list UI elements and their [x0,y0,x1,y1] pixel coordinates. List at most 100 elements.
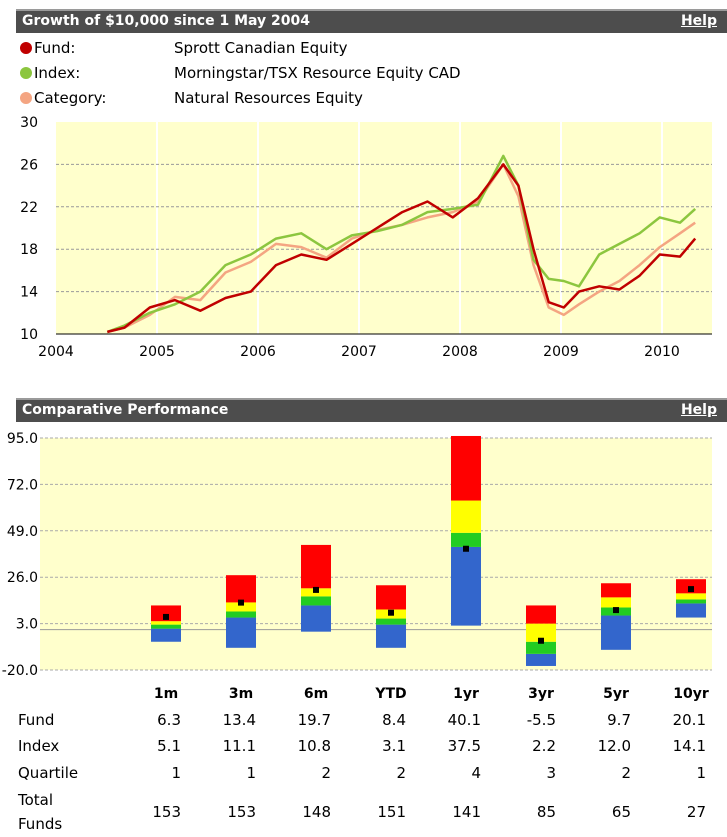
category-label-1yr: 1yr [453,686,479,702]
y-tick-label: 26.0 [7,570,38,586]
growth-help-link[interactable]: Help [680,13,717,29]
legend-dot-icon [20,67,32,79]
quartile-band-1yr-1 [451,546,481,626]
quartile-band-6m-4 [301,544,331,589]
y-tick-label: 95.0 [7,431,38,447]
x-tick-label: 2007 [341,344,377,360]
quartile-band-10yr-1 [676,603,706,618]
category-label-3yr: 3yr [528,686,554,702]
legend-value: Sprott Canadian Equity [174,39,348,57]
table-cell-total: 148 [302,803,331,821]
perf-panel-title: Comparative Performance [22,402,229,418]
row-label-index: Index [18,737,60,755]
table-cell-total: 151 [377,803,406,821]
series-line-category [106,163,696,334]
growth-panel-header: Growth of $10,000 since 1 May 2004 Help [16,9,727,33]
table-cell-quartile: 1 [696,764,706,782]
fund-marker-6m [313,586,319,593]
x-tick-label: 2008 [442,344,478,360]
table-cell-quartile: 4 [471,764,481,782]
y-tick-label: 3.0 [16,617,38,633]
legend-label: Category: [34,89,107,107]
y-tick-label: 14 [20,285,38,301]
perf-panel-header: Comparative Performance Help [16,398,727,422]
table-cell-fund: 9.7 [607,711,631,729]
category-label-1m: 1m [154,686,178,702]
table-cell-index: 14.1 [672,737,706,755]
quartile-band-1m-4 [151,605,181,622]
table-cell-fund: 40.1 [447,711,481,729]
table-cell-index: 10.8 [297,737,331,755]
fund-marker-3m [238,599,244,606]
quartile-band-5yr-1 [601,615,631,650]
series-line-fund [106,163,697,334]
quartile-band-1yr-4 [451,435,481,501]
fund-marker-5yr [613,607,619,614]
quartile-band-1m-1 [151,628,181,642]
quartile-band-10yr-3 [676,593,706,600]
table-cell-quartile: 2 [321,764,331,782]
table-cell-index: 3.1 [382,737,406,755]
quartile-band-ytd-4 [376,585,406,610]
table-cell-total: 85 [536,803,556,821]
growth-panel-title: Growth of $10,000 since 1 May 2004 [22,13,310,29]
quartile-band-10yr-2 [676,599,706,604]
quartile-band-3m-2 [226,611,256,618]
y-tick-label: 18 [20,242,38,258]
legend-value: Natural Resources Equity [174,89,363,107]
quartile-band-3m-3 [226,602,256,612]
table-cell-quartile: 1 [246,764,256,782]
quartile-band-3m-1 [226,617,256,648]
fund-marker-10yr [688,586,694,593]
quartile-band-1yr-3 [451,500,481,533]
category-label-5yr: 5yr [603,686,629,702]
table-cell-index: 12.0 [597,737,631,755]
y-tick-label: -20.0 [2,663,38,679]
y-tick-label: 30 [20,115,38,131]
y-tick-label: 49.0 [7,524,38,540]
table-cell-index: 2.2 [532,737,556,755]
row-label-quartile: Quartile [18,764,79,782]
perf-help-link[interactable]: Help [680,402,717,418]
quartile-band-5yr-3 [601,597,631,608]
table-cell-quartile: 2 [621,764,631,782]
category-label-3m: 3m [229,686,253,702]
legend-label: Fund: [34,39,76,57]
x-tick-label: 2010 [644,344,680,360]
table-cell-quartile: 3 [546,764,556,782]
table-cell-fund: 6.3 [157,711,181,729]
growth-chart: 10 14 18 22 26 30 2004 2005 2006 2007 2008 2009 2010 [20,115,712,360]
quartile-band-3yr-2 [526,641,556,654]
quartile-band-3yr-1 [526,653,556,666]
row-label-funds: Funds [18,815,63,833]
quartile-band-3yr-4 [526,605,556,624]
legend-dot-icon [20,92,32,104]
quartile-band-ytd-1 [376,624,406,648]
fund-marker-ytd [388,609,394,616]
fund-marker-1yr [463,545,469,552]
quartile-band-1yr-2 [451,532,481,547]
table-cell-total: 141 [452,803,481,821]
table-cell-fund: 8.4 [382,711,406,729]
performance-chart: -20.0 3.0 26.0 49.0 72.0 95.0 1m 3m 6m YTD 1yr 3yr 5… [2,431,712,702]
table-cell-fund: 20.1 [672,711,706,729]
x-tick-label: 2006 [240,344,276,360]
quartile-band-6m-2 [301,596,331,606]
table-cell-index: 37.5 [447,737,481,755]
quartile-band-ytd-2 [376,618,406,625]
table-cell-total: 153 [227,803,256,821]
table-cell-fund: 19.7 [297,711,331,729]
fund-marker-3yr [538,637,544,644]
y-tick-label: 72.0 [7,477,38,493]
table-cell-total: 65 [611,803,631,821]
category-label-10yr: 10yr [673,686,709,702]
quartile-band-6m-1 [301,605,331,632]
quartile-band-3m-4 [226,575,256,603]
table-cell-total: 153 [152,803,181,821]
quartile-band-1m-3 [151,621,181,625]
quartile-band-3yr-3 [526,623,556,642]
row-label-total: Total [18,791,54,809]
row-label-fund: Fund [18,711,55,729]
table-cell-quartile: 2 [396,764,406,782]
legend-value: Morningstar/TSX Resource Equity CAD [174,64,461,82]
